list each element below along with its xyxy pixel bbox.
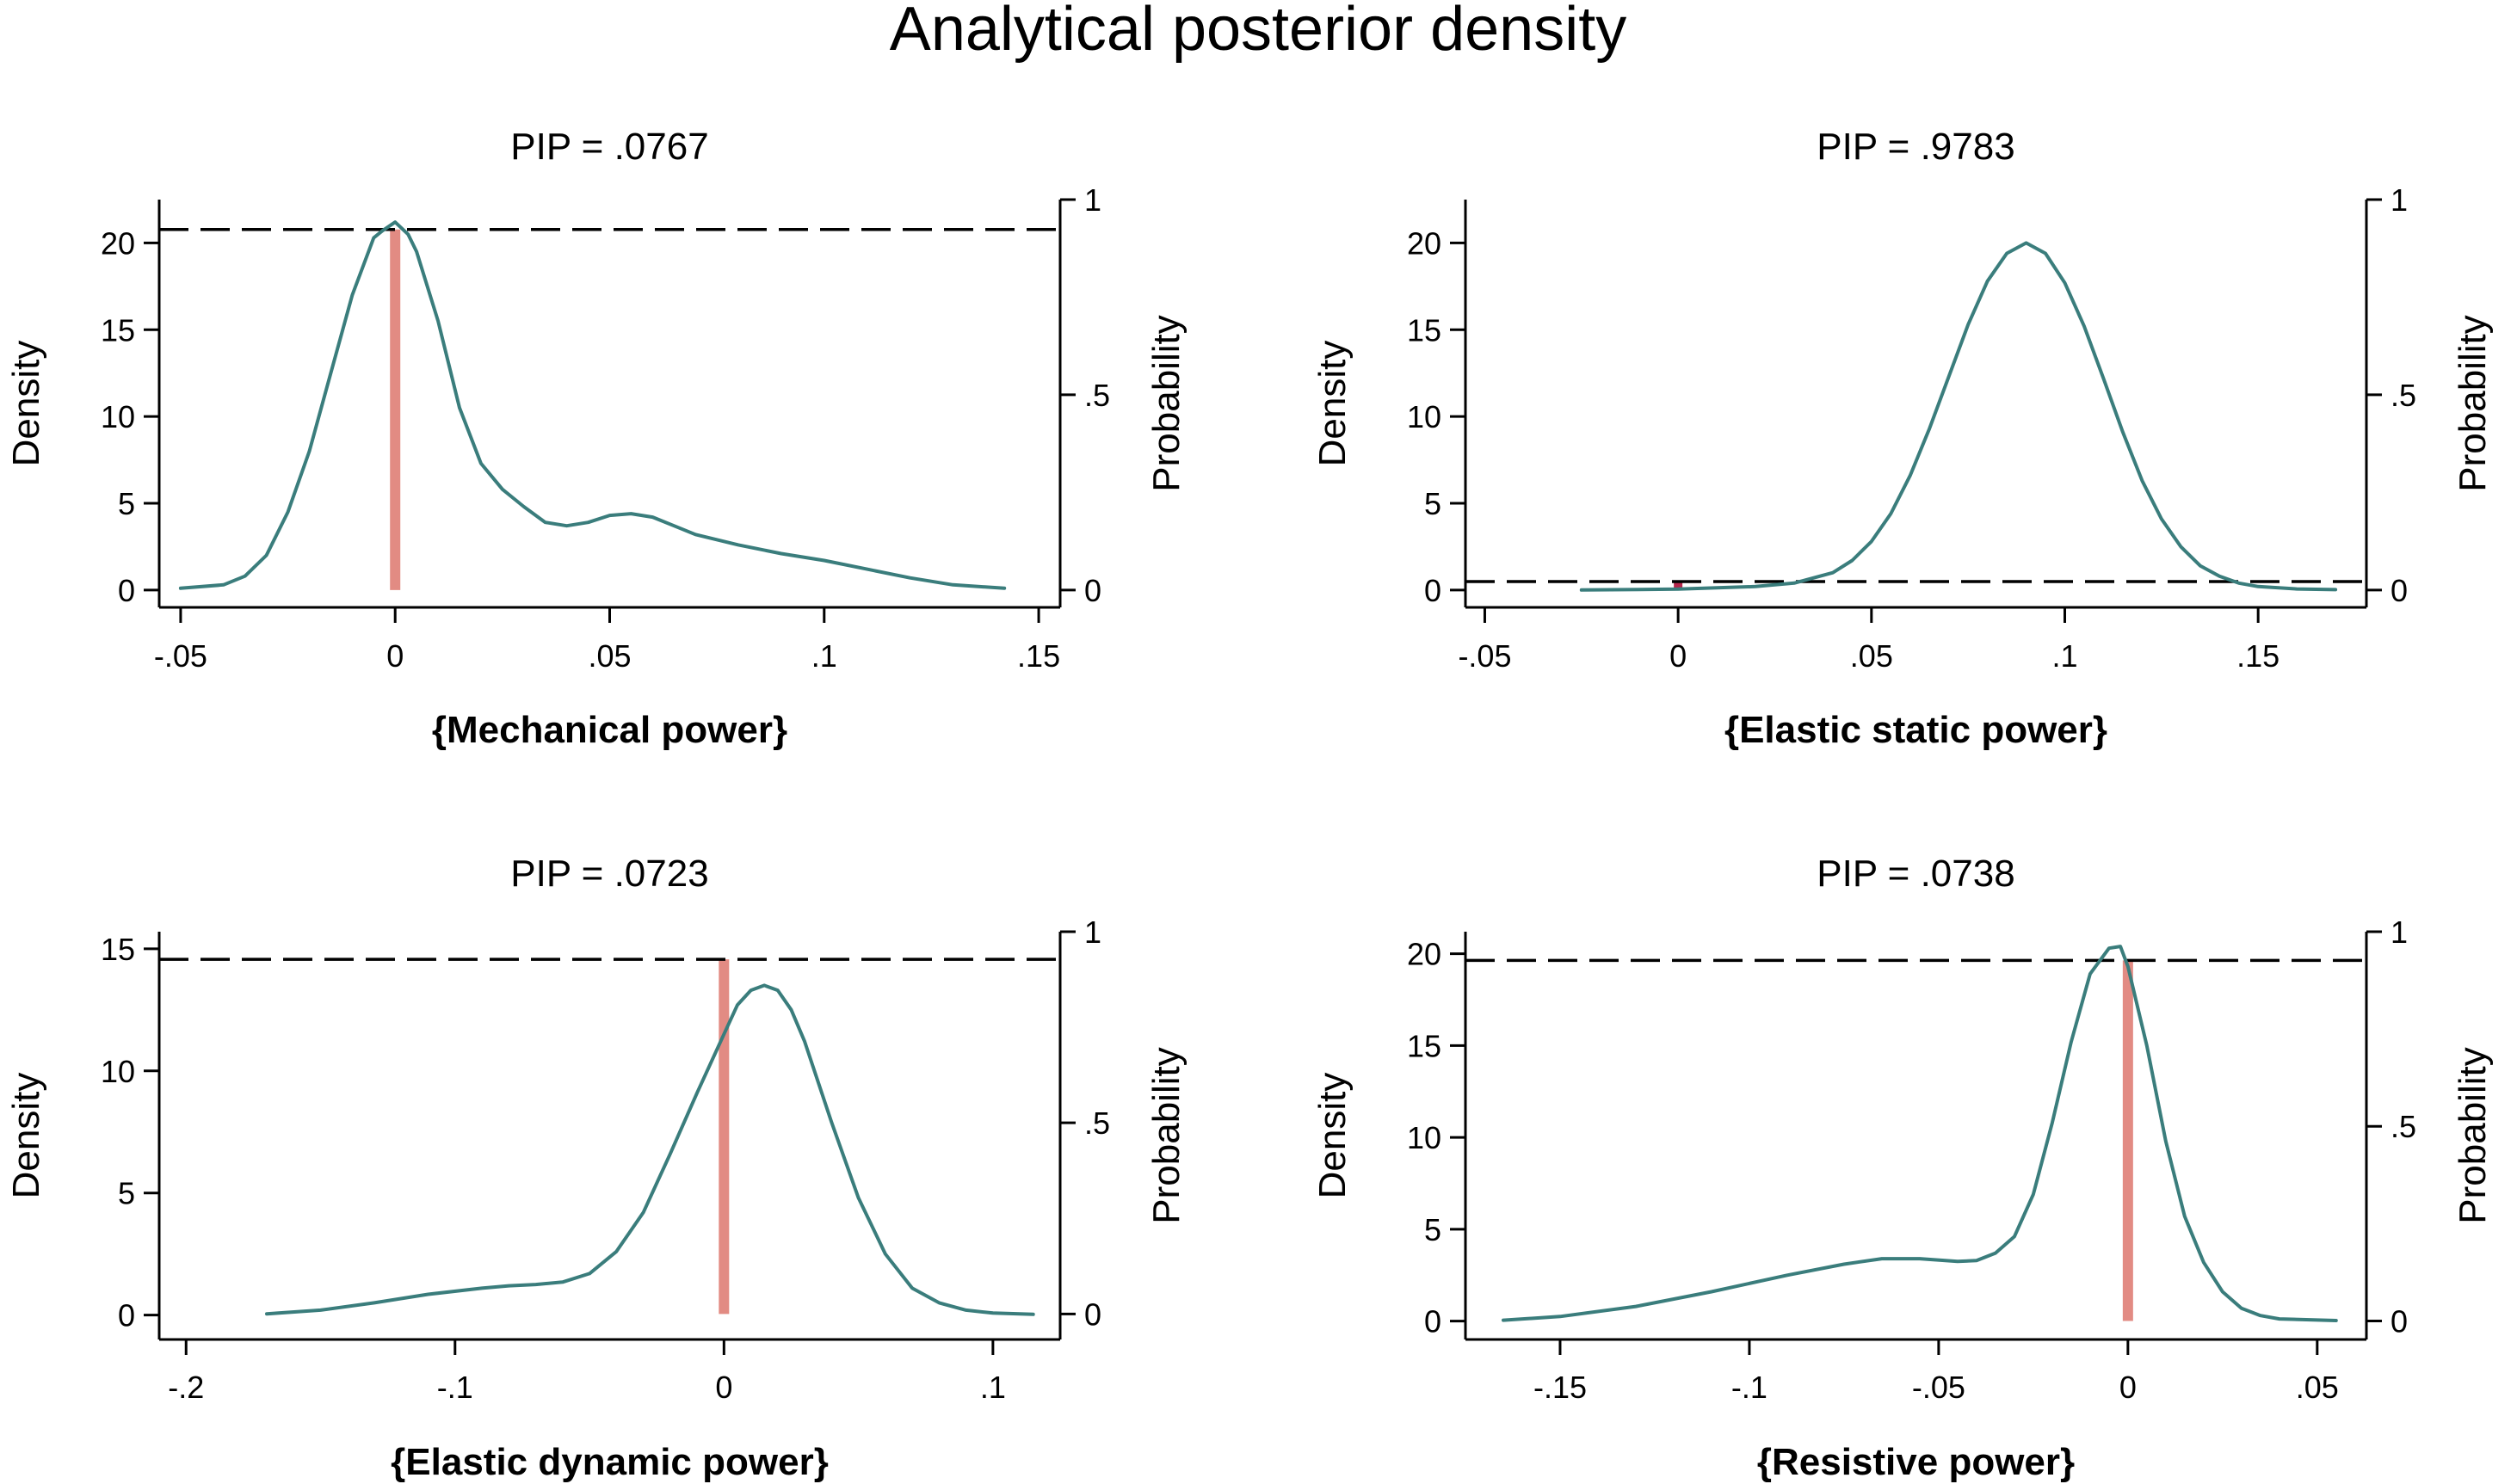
y-tick-label: 20 xyxy=(1407,225,1441,261)
x-tick-label: -.05 xyxy=(1458,638,1511,674)
panel-title: PIP = .0723 xyxy=(510,853,708,895)
y-tick-label: 0 xyxy=(118,1298,135,1333)
y-axis-label: Density xyxy=(1311,341,1354,467)
x-tick-label: .1 xyxy=(980,1370,1006,1405)
panel-title: PIP = .0738 xyxy=(1817,853,2014,895)
x-tick-label: .05 xyxy=(1850,638,1893,674)
panel-title: PIP = .9783 xyxy=(1817,126,2014,168)
panel-1: PIP = .0767 0 5 10 15 20 0 .5 1 -.05 0 .05 .1 .15 Dens… xyxy=(5,126,1188,751)
y2-axis-label: Probability xyxy=(1145,1047,1188,1223)
y-tick-label: 5 xyxy=(1424,486,1441,521)
x-tick-label: .05 xyxy=(588,638,631,674)
y-tick-label: 15 xyxy=(101,312,135,348)
y2-axis-label: Probability xyxy=(2452,1047,2494,1223)
x-tick-label: -.05 xyxy=(1912,1370,1965,1405)
x-tick-label: .1 xyxy=(2051,638,2077,674)
x-axis-label: {Resistive power} xyxy=(1757,1441,2075,1483)
x-tick-label: -.1 xyxy=(1731,1370,1767,1405)
y-axis-label: Density xyxy=(5,341,47,467)
x-tick-label: 0 xyxy=(386,638,404,674)
y-axis-label: Density xyxy=(1311,1073,1354,1199)
y-tick-label: 10 xyxy=(101,399,135,434)
y2-tick-label: 0 xyxy=(2391,573,2408,608)
x-tick-label: -.15 xyxy=(1533,1370,1587,1405)
y-tick-label: 10 xyxy=(1407,1120,1441,1155)
panel-4: PIP = .0738 0 5 10 15 20 0 .5 1 -.15 -.1 -.05 0 .05 De… xyxy=(1311,853,2494,1483)
y2-tick-label: 1 xyxy=(2391,182,2408,218)
x-axis-label: {Mechanical power} xyxy=(432,709,787,751)
figure-title: Analytical posterior density xyxy=(890,0,1626,64)
y-tick-label: 0 xyxy=(1424,1304,1441,1339)
x-tick-label: .1 xyxy=(811,638,837,674)
y2-tick-label: .5 xyxy=(1084,378,1110,413)
y-tick-label: 5 xyxy=(118,486,135,521)
x-tick-label: -.1 xyxy=(437,1370,473,1405)
y2-tick-label: 1 xyxy=(1084,914,1101,950)
x-tick-label: -.2 xyxy=(168,1370,204,1405)
y-tick-label: 15 xyxy=(1407,312,1441,348)
y-tick-label: 5 xyxy=(1424,1212,1441,1247)
y-tick-label: 20 xyxy=(1407,937,1441,972)
x-tick-label: .15 xyxy=(1017,638,1060,674)
y2-axis-label: Probability xyxy=(2452,315,2494,491)
y-tick-label: 10 xyxy=(101,1054,135,1089)
x-tick-label: .15 xyxy=(2236,638,2279,674)
x-tick-label: -.05 xyxy=(154,638,207,674)
y-tick-label: 20 xyxy=(101,225,135,261)
x-axis-label: {Elastic dynamic power} xyxy=(391,1441,829,1483)
density-curve xyxy=(265,983,1035,1316)
y2-tick-label: 1 xyxy=(1084,182,1101,218)
y2-tick-label: 0 xyxy=(1084,1296,1101,1332)
y-tick-label: 0 xyxy=(1424,573,1441,608)
y-tick-label: 10 xyxy=(1407,399,1441,434)
x-axis-label: {Elastic static power} xyxy=(1724,709,2107,751)
density-curve xyxy=(1502,945,2338,1322)
density-curve xyxy=(1579,241,2338,592)
x-tick-label: 0 xyxy=(715,1370,732,1405)
y2-tick-label: 0 xyxy=(2391,1303,2408,1339)
x-tick-label: 0 xyxy=(2119,1370,2137,1405)
y-tick-label: 15 xyxy=(101,932,135,967)
density-curve xyxy=(178,220,1007,590)
panel-title: PIP = .0767 xyxy=(510,126,708,168)
y2-tick-label: .5 xyxy=(1084,1105,1110,1141)
y-tick-label: 15 xyxy=(1407,1028,1441,1063)
panel-2: PIP = .9783 0 5 10 15 20 0 .5 1 -.05 0 .05 .1 .15 Dens… xyxy=(1311,126,2494,751)
y2-axis-label: Probability xyxy=(1145,315,1188,491)
x-tick-label: .05 xyxy=(2296,1370,2339,1405)
y-axis-label: Density xyxy=(5,1073,47,1199)
y2-tick-label: .5 xyxy=(2391,378,2416,413)
y2-tick-label: 1 xyxy=(2391,914,2408,950)
x-tick-label: 0 xyxy=(1669,638,1687,674)
y2-tick-label: .5 xyxy=(2391,1109,2416,1144)
y-tick-label: 0 xyxy=(118,573,135,608)
y2-tick-label: 0 xyxy=(1084,573,1101,608)
panel-3: PIP = .0723 0 5 10 15 0 .5 1 -.2 -.1 0 .1 Density Pro… xyxy=(5,853,1188,1483)
y-tick-label: 5 xyxy=(118,1176,135,1211)
